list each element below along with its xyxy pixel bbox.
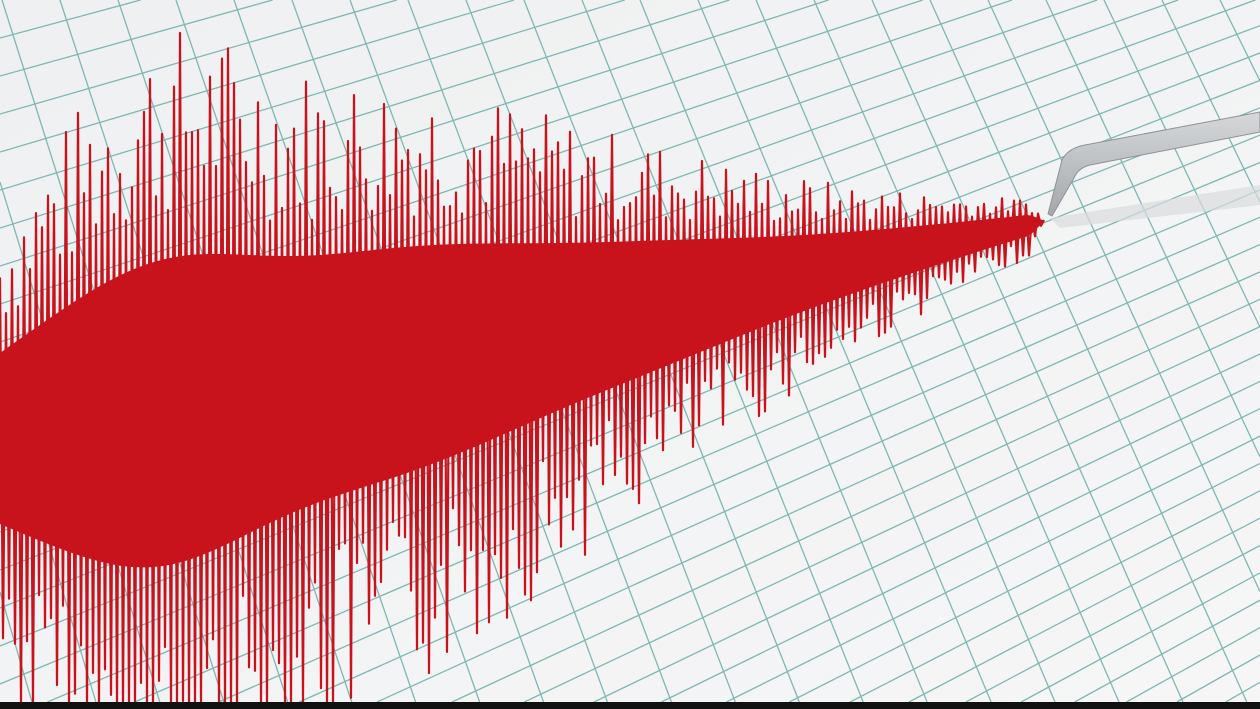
grid-row-line	[593, 380, 1260, 703]
grid-row-line	[1020, 572, 1260, 703]
grid-row-line	[0, 0, 515, 153]
grid-row-line	[376, 298, 1260, 703]
grid-row-line	[965, 544, 1260, 703]
grid-row-line	[726, 435, 1260, 703]
grid-row-line	[0, 134, 1260, 647]
grid-column-line	[1161, 0, 1260, 203]
grid-row-line	[0, 0, 273, 77]
bottom-border	[0, 702, 1260, 709]
grid-column-line	[987, 0, 1260, 592]
grid-column-line	[813, 0, 1120, 703]
grid-row-line	[524, 353, 1260, 703]
grid-row-line	[0, 0, 398, 115]
grid-row-line	[1126, 627, 1260, 703]
grid-row-line	[1074, 599, 1260, 703]
grid-row-line	[0, 161, 1260, 685]
grid-column-line	[929, 0, 1248, 703]
grid-column-line	[1103, 0, 1260, 328]
grid-column-line	[755, 0, 1056, 703]
grid-row-line	[1176, 654, 1260, 703]
grid-column-line	[871, 0, 1184, 703]
grid-row-line	[789, 462, 1260, 703]
grid-row-line	[0, 0, 141, 39]
grid-column-line	[0, 591, 33, 703]
grid-column-line	[1045, 0, 1260, 458]
grid-column-line	[1219, 0, 1260, 82]
grid-row-line	[299, 271, 1260, 703]
grid-row-line	[661, 408, 1260, 703]
grid-row-line	[908, 517, 1260, 703]
grid-column-line	[697, 0, 992, 703]
seismic-trace	[0, 31, 1045, 704]
stylus	[1047, 111, 1260, 217]
grid-row-line	[218, 244, 1260, 703]
stylus-shadow	[1050, 185, 1260, 228]
grid-row-line	[0, 0, 923, 305]
grid-row-line	[849, 490, 1260, 703]
trace-core	[0, 215, 1044, 568]
grid-row-line	[0, 0, 625, 191]
grid-row-line	[451, 326, 1260, 703]
